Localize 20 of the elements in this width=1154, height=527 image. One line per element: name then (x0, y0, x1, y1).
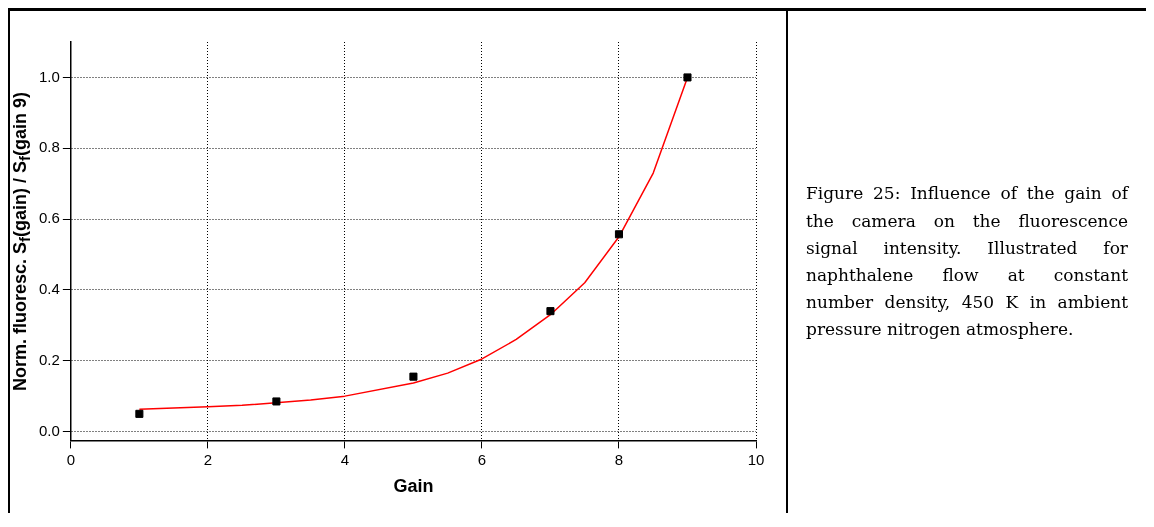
x-tick-label: 6 (477, 450, 487, 468)
x-tick-label: 4 (340, 450, 350, 468)
y-tick-label: 0.4 (38, 280, 60, 298)
x-tick-label: 10 (747, 450, 765, 468)
y-tick-label: 0.8 (38, 138, 60, 156)
point (272, 397, 281, 406)
point (546, 307, 555, 316)
x-tick-label: 2 (203, 450, 213, 468)
point (683, 73, 692, 82)
x-tick-label: 0 (66, 450, 76, 468)
y-tick-label: 0.2 (38, 350, 60, 368)
x-tick-label: 8 (614, 450, 624, 468)
y-tick-label: 0.6 (38, 209, 60, 227)
y-tick-label: 0.0 (38, 421, 60, 439)
point (614, 230, 624, 239)
caption: Figure 25: Influence of the gain of the camera on the fluorescence signal intensity. Illustrated for naphthalene flow at constant number density, 450 K in ambient pressure nitrogen atmosphere. (806, 182, 1128, 342)
point (409, 372, 418, 381)
x-axis-title: Gain (393, 476, 434, 497)
y-tick-label: 1.0 (38, 67, 60, 85)
point (135, 409, 144, 418)
